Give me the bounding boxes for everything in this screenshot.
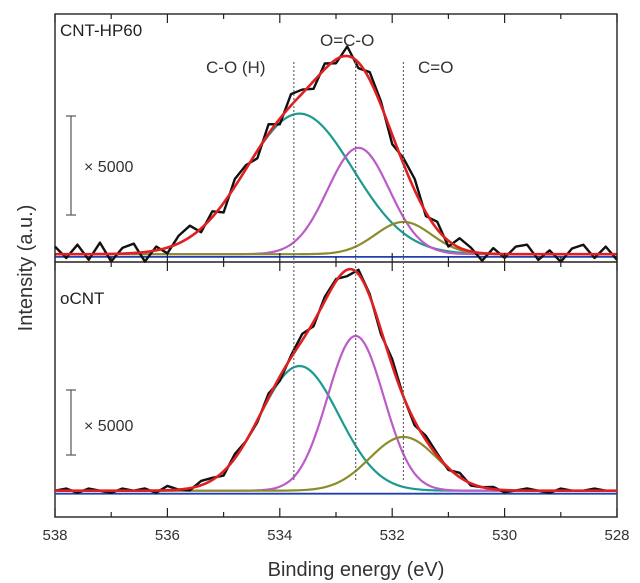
component-O=C-O-CNT-HP60 [55,146,617,256]
peak-label-c-o: C=O [418,58,453,77]
y-axis-title: Intensity (a.u.) [15,205,37,332]
scale-label-bottom: × 5000 [84,418,133,435]
scale-label-top: × 5000 [84,159,133,176]
x-axis-title: Binding energy (eV) [268,559,445,581]
scale-bar-bottom [66,389,76,456]
peak-guide-lines [293,62,405,480]
x-tick-label-538: 538 [42,527,67,544]
component-C-O (H)-CNT-HP60 [55,112,617,256]
x-tick-label-532: 532 [380,527,405,544]
component-C=O-CNT-HP60 [55,220,617,256]
panel-label-bottom: oCNT [60,289,104,308]
raw-data-oCNT [54,268,617,495]
axis-ticks: 538 536 534 532 530 528 [42,14,630,544]
raw-data-CNT-HP60 [54,45,618,263]
x-tick-label-534: 534 [267,527,292,544]
x-tick-label-528: 528 [604,527,629,544]
fit-envelope-oCNT [55,267,617,492]
component-C=O-oCNT [55,435,617,492]
x-tick-label-530: 530 [492,527,517,544]
fit-envelope-CNT-HP60 [55,54,617,256]
component-O=C-O-oCNT [55,334,617,492]
x-tick-label-536: 536 [155,527,180,544]
scale-bar-top [66,115,76,216]
panel-label-top: CNT-HP60 [60,21,142,40]
peak-label-o-c-o: O=C-O [320,31,374,50]
peak-label-c-o-h: C-O (H) [206,58,265,77]
component-C-O (H)-oCNT [55,364,617,492]
curves-layer [54,45,618,495]
